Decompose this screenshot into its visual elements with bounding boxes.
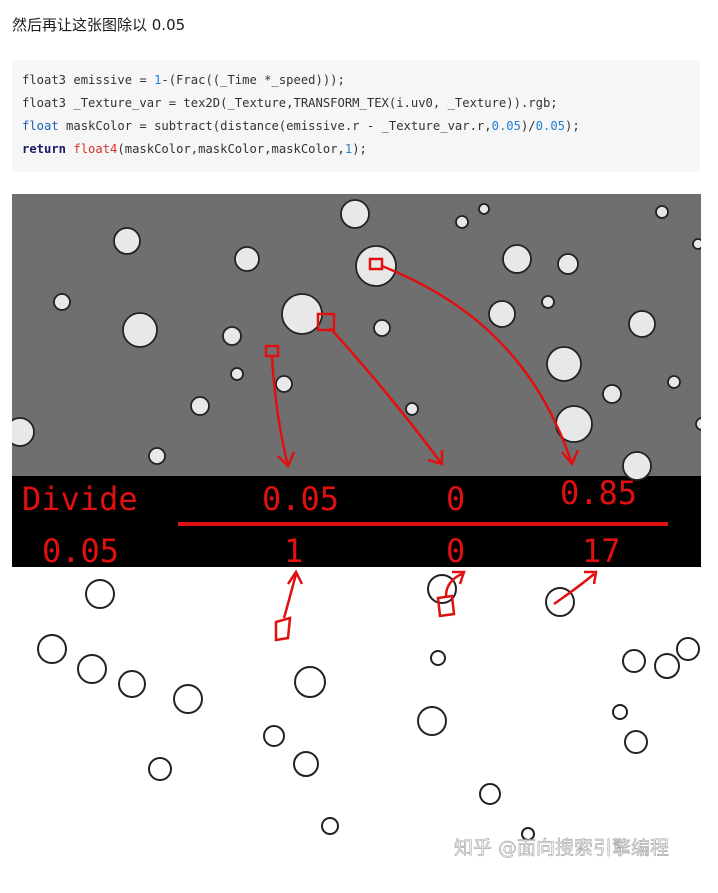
bubble — [667, 375, 681, 389]
bubble — [502, 244, 532, 274]
annotation: 0 — [446, 532, 465, 570]
bubble — [340, 199, 370, 229]
code-token: 0.05 — [491, 119, 521, 133]
annotation: Divide — [22, 480, 138, 518]
bubble — [545, 587, 575, 617]
code-token: float3 _Texture_var = tex2D(_Texture,TRA… — [22, 96, 558, 110]
code-token: return — [22, 142, 67, 156]
bubble — [118, 670, 146, 698]
bubble — [427, 574, 457, 604]
code-token: )/ — [520, 119, 536, 133]
bubble — [654, 653, 680, 679]
code-line: float3 emissive = 1-(Frac((_Time *_speed… — [22, 73, 345, 87]
bubble — [85, 579, 115, 609]
bubble — [234, 246, 260, 272]
bubble — [122, 312, 158, 348]
bubble — [417, 706, 447, 736]
bubble — [373, 319, 391, 337]
bubble — [479, 783, 501, 805]
bubble — [294, 666, 326, 698]
watermark: 知乎 @面向搜索引擎编程 — [454, 837, 669, 859]
code-token: ); — [352, 142, 367, 156]
code-token: 0.05 — [535, 119, 566, 133]
bubble — [478, 203, 490, 215]
bubble — [77, 654, 107, 684]
bubble — [148, 757, 172, 781]
code-token: maskColor = subtract(distance(emissive.r… — [58, 119, 492, 133]
code-block: float3 emissive = 1-(Frac((_Time *_speed… — [12, 60, 700, 172]
bubble — [692, 238, 701, 250]
bubble — [521, 827, 535, 841]
code-token: -(Frac((_Time *_speed))); — [161, 73, 345, 87]
bubble-outlines — [37, 574, 700, 841]
bubble — [148, 447, 166, 465]
bubble — [113, 227, 141, 255]
bubble — [557, 253, 579, 275]
bubble — [655, 205, 669, 219]
bubble — [488, 300, 516, 328]
bubble — [222, 326, 242, 346]
annotation: 0.05 — [42, 532, 119, 570]
annotation: 1 — [284, 532, 303, 570]
bubble — [622, 649, 646, 673]
bubble — [546, 346, 582, 382]
annotation: 0.85 — [560, 474, 637, 512]
bubble — [455, 215, 469, 229]
bubble — [355, 245, 397, 287]
code-line: return float4(maskColor,maskColor,maskCo… — [22, 142, 367, 156]
code-token: float4 — [73, 142, 118, 156]
bubble — [53, 293, 71, 311]
bubble — [624, 730, 648, 754]
bubble — [321, 817, 339, 835]
annotation: 0.05 — [262, 480, 339, 518]
bubble — [628, 310, 656, 338]
bubble — [281, 293, 323, 335]
bubble — [676, 637, 700, 661]
paragraph: 然后再让这张图除以 0.05 — [12, 16, 186, 34]
illustration: Divide 0.05 0.05 0 0.85 1 0 17 知乎 @面向搜索引… — [12, 194, 701, 876]
black-band — [12, 476, 701, 567]
white-texture — [12, 567, 701, 876]
code-token: (maskColor,maskColor,maskColor, — [117, 142, 345, 156]
code-line: float3 _Texture_var = tex2D(_Texture,TRA… — [22, 96, 558, 110]
annotation: 0 — [446, 480, 465, 518]
bubble — [602, 384, 622, 404]
bubble — [622, 451, 652, 481]
bubbles — [12, 199, 701, 481]
bubble — [430, 650, 446, 666]
code-token: ); — [565, 119, 580, 133]
arrows — [264, 257, 598, 642]
code-token: 1 — [344, 142, 353, 156]
bubble — [173, 684, 203, 714]
code-token: 1 — [154, 73, 162, 87]
bubble — [293, 751, 319, 777]
bubble — [405, 402, 419, 416]
annotation: 17 — [582, 532, 621, 570]
bubble — [12, 417, 35, 447]
bubble — [695, 417, 701, 431]
bubble — [37, 634, 67, 664]
bubble — [612, 704, 628, 720]
code-token: float3 emissive = — [22, 73, 155, 87]
bubble — [263, 725, 285, 747]
bubble — [190, 396, 210, 416]
bubble — [230, 367, 244, 381]
bubble — [541, 295, 555, 309]
bubble — [275, 375, 293, 393]
code-token: float — [22, 119, 59, 133]
code-line: float maskColor = subtract(distance(emis… — [22, 119, 580, 133]
